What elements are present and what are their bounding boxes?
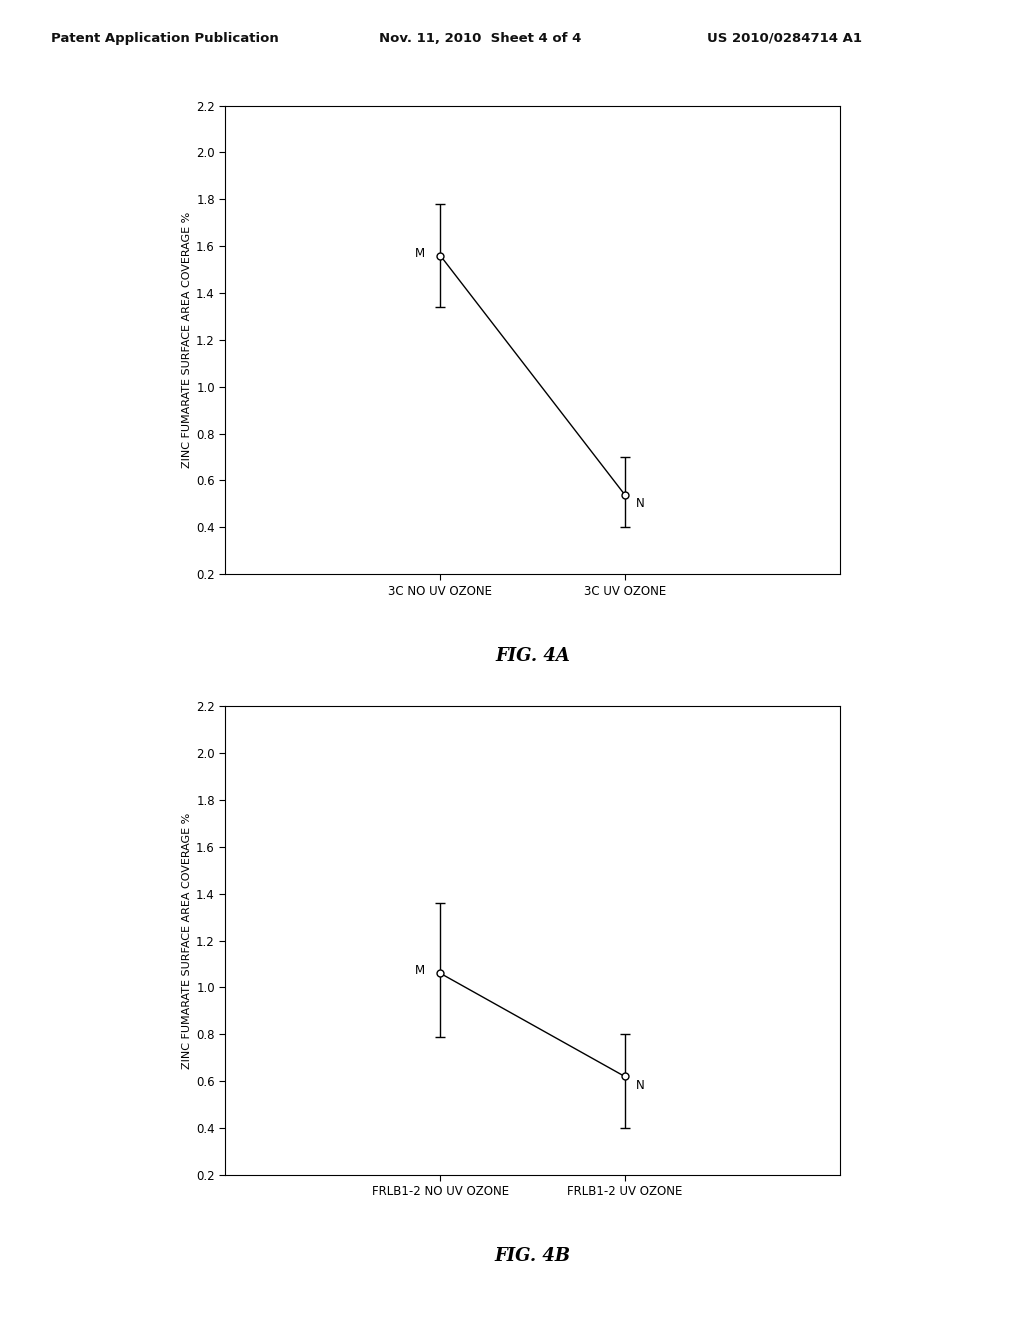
Y-axis label: ZINC FUMARATE SURFACE AREA COVERAGE %: ZINC FUMARATE SURFACE AREA COVERAGE % — [182, 812, 191, 1069]
Text: FIG. 4B: FIG. 4B — [495, 1247, 570, 1266]
Text: M: M — [415, 247, 425, 260]
Text: N: N — [636, 496, 644, 510]
Text: M: M — [415, 965, 425, 977]
Y-axis label: ZINC FUMARATE SURFACE AREA COVERAGE %: ZINC FUMARATE SURFACE AREA COVERAGE % — [182, 211, 191, 469]
Text: US 2010/0284714 A1: US 2010/0284714 A1 — [707, 32, 861, 45]
Text: FIG. 4A: FIG. 4A — [495, 647, 570, 665]
Text: Patent Application Publication: Patent Application Publication — [51, 32, 279, 45]
Text: N: N — [636, 1078, 644, 1092]
Text: Nov. 11, 2010  Sheet 4 of 4: Nov. 11, 2010 Sheet 4 of 4 — [379, 32, 582, 45]
